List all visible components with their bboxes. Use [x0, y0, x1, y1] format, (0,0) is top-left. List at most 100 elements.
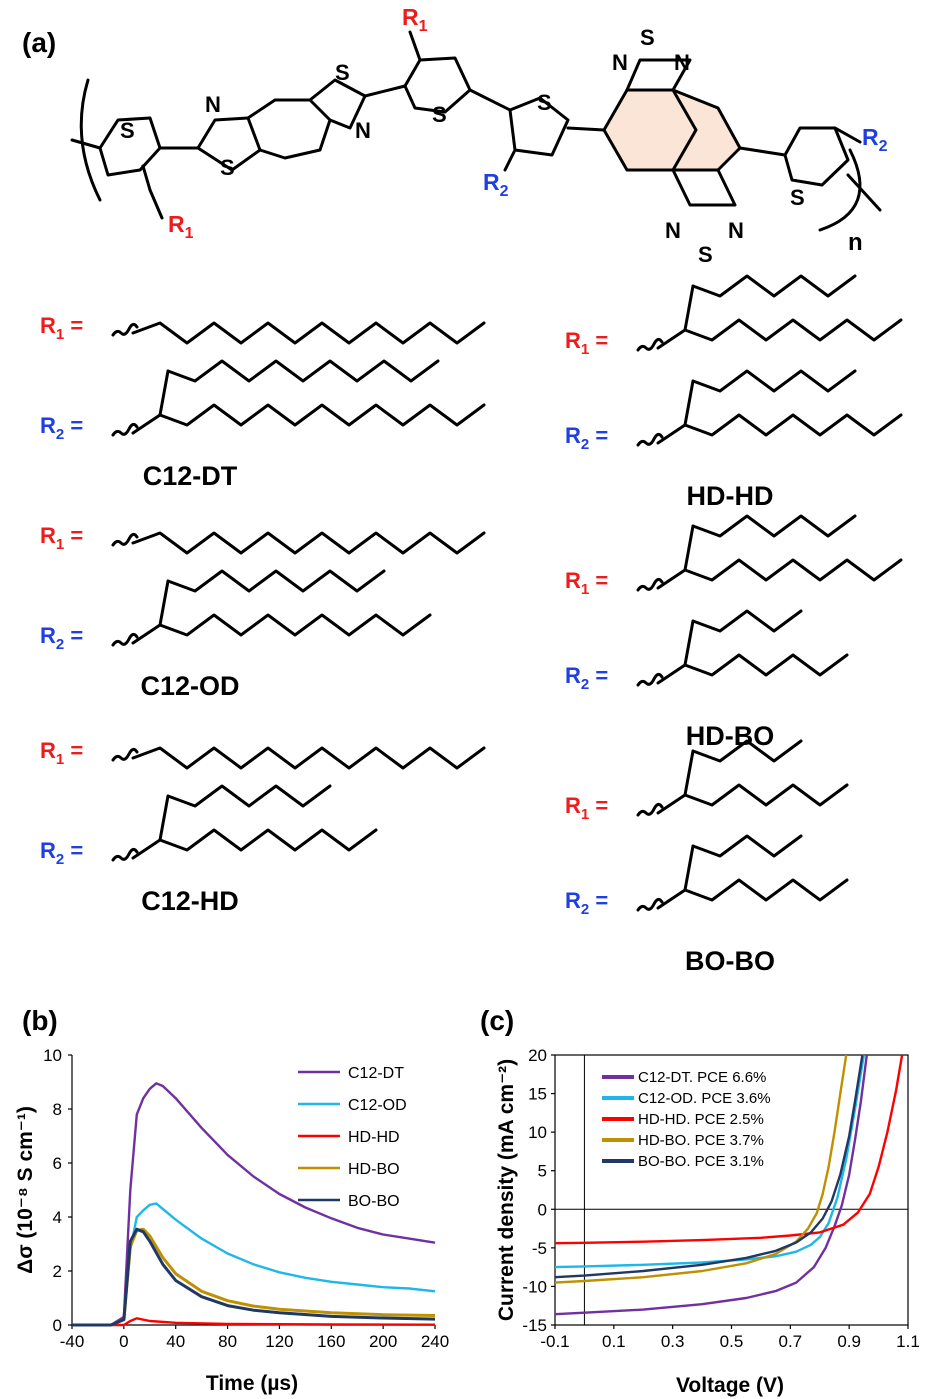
chart-b-x-tick-label: 80: [218, 1332, 237, 1351]
atom-s-thiophene-2: S: [432, 102, 447, 127]
thiazole-left: [196, 116, 262, 172]
r2-equals-label: R2 =: [565, 423, 608, 453]
chart-b-legend-label: C12-OD: [348, 1097, 407, 1114]
r1-equals-label: R1 =: [40, 313, 83, 343]
r2-label-thiophene-4: R2: [862, 124, 888, 155]
thiadiazole-top: [625, 58, 692, 92]
chart-b-x-axis-title: Time (µs): [206, 1372, 298, 1395]
chart-b-series: [72, 1082, 436, 1327]
benzene-center: [246, 98, 332, 160]
atom-n-top-right: N: [674, 50, 690, 75]
atom-s-thiadiazole-top: S: [640, 25, 655, 50]
chart-c-series: [554, 1054, 904, 1316]
chart-c-axes: -15 -10 -5 0 5 10 15 20 -0.1 0.1 0.3 0.5 0.7 0.9 1.1: [522, 1046, 919, 1351]
polymer-name-c12-dt: C12-DT: [143, 461, 238, 491]
r1-label-thiophene-2: R1: [402, 4, 428, 35]
naphthalene-shading: [604, 90, 696, 170]
atom-n-top-left: N: [612, 50, 628, 75]
chart-b-series-hd-hd: [72, 1317, 436, 1327]
chart-b-x-tick-label: 0: [119, 1332, 128, 1351]
thiophene-4: [783, 126, 850, 187]
r1-label-thiophene-1: R1: [168, 211, 194, 242]
chart-c-y-tick-label: 10: [528, 1123, 547, 1142]
polymer-name-hd-hd: HD-HD: [687, 481, 774, 511]
chart-c-legend-label: HD-BO. PCE 3.7%: [638, 1132, 764, 1149]
central-ring-shading: [673, 92, 740, 170]
chart-b-x-tick-label: 120: [265, 1332, 293, 1351]
atom-n-bottom-left: N: [665, 218, 681, 243]
chart-c-y-tick-label: -10: [522, 1277, 547, 1296]
r2-label-thiophene-3: R2: [483, 169, 509, 200]
r2-equals-label: R2 =: [565, 663, 608, 693]
side-chain-definitions: R1 = R2 = C12-DT R1 = R2 = C12-OD R1 = R2 = C12-…: [40, 274, 903, 976]
chart-b-y-tick-label: 2: [53, 1262, 62, 1281]
thiophene-3: [508, 96, 570, 157]
polymer-name-hd-bo: HD-BO: [686, 721, 775, 751]
chart-c-legend: C12-DT. PCE 6.6% C12-OD. PCE 3.6% HD-HD. P…: [602, 1069, 771, 1170]
chart-b-x-tick-label: 200: [369, 1332, 397, 1351]
atom-s-thiazole-left: S: [220, 155, 235, 180]
chart-c-y-tick-label: 0: [538, 1200, 547, 1219]
chart-c-y-tick-label: 20: [528, 1046, 547, 1065]
chart-b-x-tick-label: 240: [421, 1332, 449, 1351]
panel-c-label: (c): [480, 1005, 514, 1036]
chart-b-legend-label: BO-BO: [348, 1193, 400, 1210]
chart-c-x-tick-label: 0.1: [602, 1332, 626, 1351]
chart-c-legend-label: C12-DT. PCE 6.6%: [638, 1069, 766, 1086]
chart-b-y-tick-label: 10: [43, 1046, 62, 1065]
chart-b-y-tick-label: 6: [53, 1154, 62, 1173]
chart-b-legend-label: C12-DT: [348, 1065, 404, 1082]
panel-b-label: (b): [22, 1005, 58, 1036]
chart-c-series-c12-dt: [554, 1054, 868, 1316]
right-bracket: [818, 148, 862, 232]
panel-a-label: (a): [22, 27, 56, 58]
chart-c-series-c12-od: [554, 1054, 866, 1269]
chart-c-y-tick-label: -15: [522, 1316, 547, 1335]
r2-equals-label: R2 =: [40, 623, 83, 653]
chart-b-x-tick-label: -40: [60, 1332, 85, 1351]
atom-s-thiadiazole-bottom: S: [698, 242, 713, 267]
atom-n-thiazole-left: N: [205, 92, 221, 117]
r1-equals-label: R1 =: [565, 568, 608, 598]
repeat-unit-n: n: [848, 229, 863, 256]
chart-c-legend-label: HD-HD. PCE 2.5%: [638, 1111, 764, 1128]
chart-b-series-bo-bo: [72, 1227, 436, 1327]
atom-n-bottom-right: N: [728, 218, 744, 243]
side-chain-set-hd-bo: R1 = R2 = HD-BO: [565, 514, 903, 751]
chart-c-jv-curves: -15 -10 -5 0 5 10 15 20 -0.1 0.1 0.3 0.5 0.7 0.9 1.1 C…: [495, 1046, 920, 1397]
chart-b-x-tick-label: 40: [166, 1332, 185, 1351]
chart-c-x-tick-label: 0.9: [837, 1332, 861, 1351]
side-chain-set-bo-bo: R1 = R2 = BO-BO: [565, 739, 849, 976]
chart-c-series-hd-hd: [554, 1054, 904, 1245]
chart-b-y-tick-label: 0: [53, 1316, 62, 1335]
polymer-name-c12-od: C12-OD: [140, 671, 239, 701]
chart-b-legend-label: HD-BO: [348, 1161, 400, 1178]
chart-c-legend-label: C12-OD. PCE 3.6%: [638, 1090, 771, 1107]
r2-equals-label: R2 =: [40, 413, 83, 443]
polymer-name-c12-hd: C12-HD: [141, 886, 239, 916]
r1-equals-label: R1 =: [565, 328, 608, 358]
side-chain-set-c12-hd: R1 = R2 = C12-HD: [40, 738, 486, 916]
atom-s-thiophene-4: S: [790, 185, 805, 210]
r1-equals-label: R1 =: [40, 738, 83, 768]
r2-equals-label: R2 =: [40, 838, 83, 868]
side-chain-set-c12-od: R1 = R2 = C12-OD: [40, 523, 486, 701]
chart-c-x-tick-label: -0.1: [540, 1332, 569, 1351]
r1-equals-label: R1 =: [565, 793, 608, 823]
chart-b-legend-label: HD-HD: [348, 1129, 400, 1146]
thiadiazole-bottom: [671, 168, 737, 207]
side-chain-set-hd-hd: R1 = R2 = HD-HD: [565, 274, 903, 511]
chart-c-x-tick-label: 0.7: [779, 1332, 803, 1351]
chart-b-y-tick-label: 4: [53, 1208, 62, 1227]
atom-n-thiazole-right: N: [355, 118, 371, 143]
left-bracket: [79, 78, 102, 202]
chart-c-x-tick-label: 0.3: [661, 1332, 685, 1351]
chart-b-y-axis-title: Δσ (10⁻⁸ S cm⁻¹): [14, 1106, 37, 1274]
r2-equals-label: R2 =: [565, 888, 608, 918]
end-bond-left: [70, 138, 102, 150]
chart-c-y-tick-label: -5: [532, 1239, 547, 1258]
chart-c-series-bo-bo: [554, 1054, 864, 1279]
